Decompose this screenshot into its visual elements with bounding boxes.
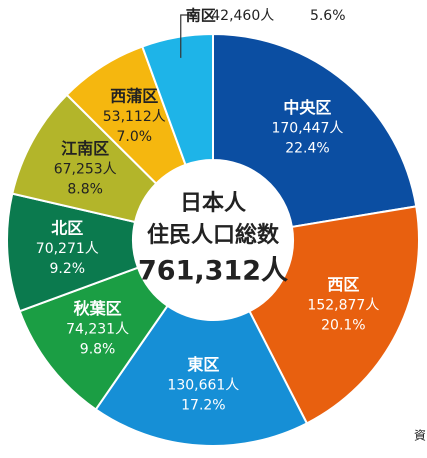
slice-name: 江南区: [61, 139, 109, 158]
center-line: 日本人: [180, 191, 246, 216]
slice-percent: 20.1%: [321, 318, 365, 334]
slice-value: 67,253人: [54, 161, 117, 177]
slice-percent: 9.8%: [80, 341, 116, 357]
center-line: 住民人口総数: [147, 222, 280, 248]
outside-percent: 5.6%: [310, 8, 346, 24]
donut-slice: [248, 205, 420, 425]
slice-percent: 22.4%: [285, 141, 329, 157]
center-total: 761,312人: [138, 256, 288, 287]
slice-percent: 9.2%: [50, 261, 86, 277]
slice-percent: 7.0%: [116, 129, 152, 145]
slice-value: 130,661人: [167, 378, 239, 394]
outside-value: 42,460人: [211, 8, 274, 24]
slice-value: 74,231人: [66, 321, 129, 337]
leader-line: [180, 14, 195, 58]
slice-name: 東区: [187, 355, 219, 374]
slice-value: 170,447人: [271, 121, 343, 137]
slice-name: 西区: [327, 275, 359, 294]
slice-name: 西蒲区: [110, 87, 158, 106]
source-note: 資: [414, 429, 426, 443]
slice-name: 秋葉区: [74, 299, 122, 318]
slice-value: 70,271人: [36, 241, 99, 257]
slice-percent: 8.8%: [67, 181, 103, 197]
donut-slice: [140, 32, 214, 167]
slice-name: 中央区: [283, 98, 331, 117]
donut-slice: [94, 304, 309, 447]
donut-slice: [212, 32, 418, 229]
slice-value: 152,877人: [307, 298, 379, 314]
slice-value: 53,112人: [103, 109, 166, 125]
donut-hole: [134, 161, 292, 319]
slice-percent: 17.2%: [181, 398, 225, 414]
outside-name: 南区: [186, 7, 216, 25]
slice-name: 北区: [51, 219, 83, 238]
